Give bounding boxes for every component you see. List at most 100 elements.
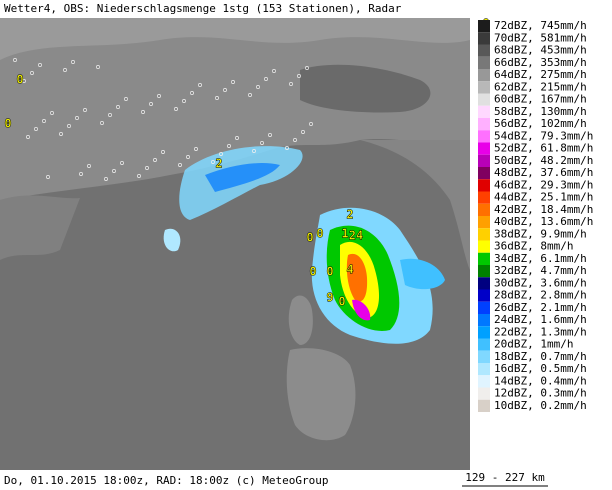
legend-label: 12dBZ, 0.3mm/h [494, 387, 587, 400]
station-dot [22, 79, 26, 83]
station-dot [272, 69, 276, 73]
legend-label: 22dBZ, 1.3mm/h [494, 325, 587, 338]
station-dot [112, 169, 116, 173]
station-dot [87, 164, 91, 168]
station-dot [264, 77, 268, 81]
radar-echoes [163, 146, 445, 344]
station-dot [260, 141, 264, 145]
station-dot [120, 161, 124, 165]
station-dot [50, 111, 54, 115]
legend-label: 68dBZ, 453mm/h [494, 44, 587, 57]
station-dot [186, 155, 190, 159]
echo [346, 253, 368, 302]
legend-label: 42dBZ, 18.4mm/h [494, 203, 593, 216]
legend-swatch [478, 252, 490, 265]
legend-swatch [478, 314, 490, 327]
legend-swatch [478, 69, 490, 82]
station-value: 0 [309, 265, 316, 279]
station-dot [116, 105, 120, 109]
legend-label: 16dBZ, 0.5mm/h [494, 362, 587, 375]
footer-bar [0, 470, 612, 490]
legend-swatch [478, 81, 490, 94]
station-dot [59, 132, 63, 136]
legend-label: 24dBZ, 1.6mm/h [494, 313, 587, 326]
station-dot [75, 116, 79, 120]
station-value: 2 [215, 157, 222, 171]
france-coast [0, 195, 80, 260]
legend-label: 60dBZ, 167mm/h [494, 93, 587, 106]
station-dot [157, 94, 161, 98]
station-value: 0 [316, 227, 323, 241]
station-dot [108, 113, 112, 117]
legend-swatch [478, 130, 490, 143]
station-dot [182, 99, 186, 103]
station-dot [293, 138, 297, 142]
legend-label: 36dBZ, 8mm/h [494, 240, 573, 253]
station-dot [252, 149, 256, 153]
legend-label: 50dBZ, 48.2mm/h [494, 154, 593, 167]
legend-swatch [478, 167, 490, 180]
station-dot [34, 127, 38, 131]
legend-swatch [478, 277, 490, 290]
sardinia [286, 348, 356, 441]
station-value: 0 [326, 265, 333, 279]
legend-swatch [478, 350, 490, 363]
station-dot [42, 119, 46, 123]
station-dot [96, 65, 100, 69]
station-dot [309, 122, 313, 126]
station-dot [145, 166, 149, 170]
station-dot [285, 146, 289, 150]
land-alps [0, 18, 470, 200]
legend-swatch [478, 301, 490, 314]
station-dot [67, 124, 71, 128]
legend-label: 14dBZ, 0.4mm/h [494, 374, 587, 387]
legend-swatch [478, 179, 490, 192]
legend-label: 62dBZ, 215mm/h [494, 80, 587, 93]
legend-swatch [478, 56, 490, 69]
legend-swatch [478, 154, 490, 167]
echo [163, 228, 181, 252]
legend-label: 58dBZ, 130mm/h [494, 105, 587, 118]
station-dot [100, 121, 104, 125]
legend-swatch [478, 363, 490, 376]
legend-label: 48dBZ, 37.6mm/h [494, 166, 593, 179]
station-dot [30, 71, 34, 75]
legend-label: 46dBZ, 29.3mm/h [494, 178, 593, 191]
station-dot [178, 163, 182, 167]
legend-label: 40dBZ, 13.6mm/h [494, 215, 593, 228]
mountains [0, 18, 470, 60]
station-value: 0 [16, 73, 23, 87]
station-dot [141, 110, 145, 114]
station-dot [248, 93, 252, 97]
legend-label: 10dBZ, 0.2mm/h [494, 399, 587, 412]
station-dot [223, 88, 227, 92]
po-valley [300, 64, 431, 113]
legend-label: 26dBZ, 2.1mm/h [494, 301, 587, 314]
station-dot [305, 66, 309, 70]
legend-swatch [478, 228, 490, 241]
station-dot [38, 63, 42, 67]
station-value: 2 [346, 208, 353, 222]
station-dot [137, 174, 141, 178]
legend-label: 54dBZ, 79.3mm/h [494, 129, 593, 142]
station-value: 4 [346, 263, 353, 277]
echo [400, 258, 445, 290]
legend-swatch [478, 399, 490, 412]
legend-label: 66dBZ, 353mm/h [494, 56, 587, 69]
legend-swatch [478, 265, 490, 278]
legend-swatch [478, 240, 490, 253]
legend-swatch [478, 216, 490, 229]
station-dot [301, 130, 305, 134]
legend-swatch [478, 20, 490, 33]
legend-swatch [478, 387, 490, 400]
station-dot [13, 58, 17, 62]
station-dot [63, 68, 67, 72]
station-value: 0 [338, 295, 345, 309]
corsica [288, 295, 313, 345]
station-dot [83, 108, 87, 112]
echo [352, 299, 371, 321]
station-dot [268, 133, 272, 137]
station-dot [194, 147, 198, 151]
